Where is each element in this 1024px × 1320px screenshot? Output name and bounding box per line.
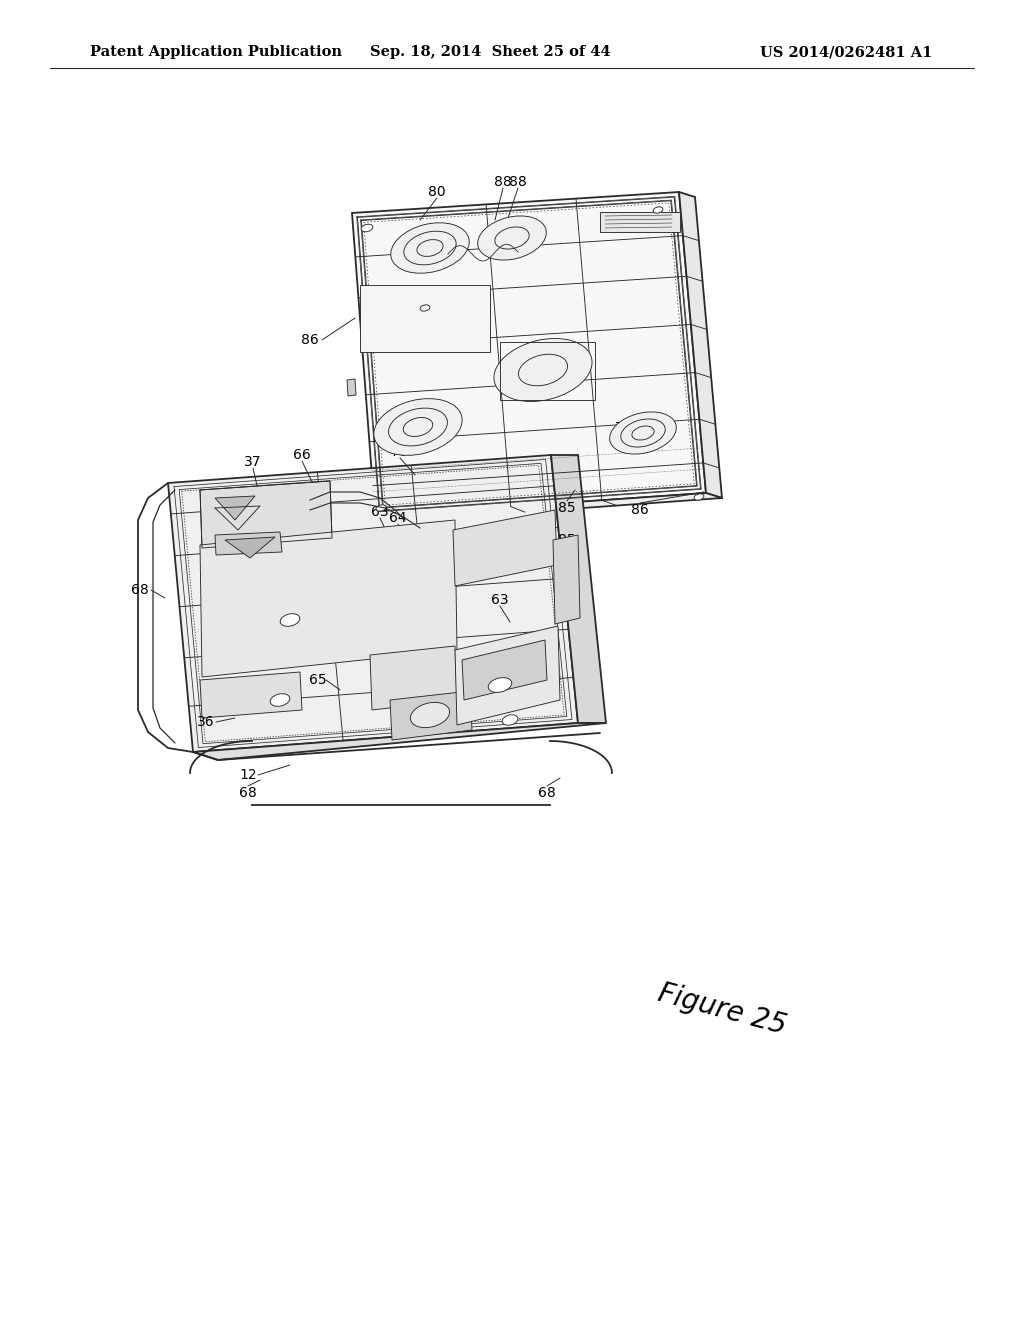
Text: 63: 63 bbox=[492, 593, 509, 607]
Text: Sep. 18, 2014  Sheet 25 of 44: Sep. 18, 2014 Sheet 25 of 44 bbox=[370, 45, 610, 59]
Polygon shape bbox=[347, 379, 356, 396]
Text: 63: 63 bbox=[371, 506, 389, 519]
Ellipse shape bbox=[653, 207, 663, 213]
Text: 70: 70 bbox=[391, 445, 409, 459]
Text: 86: 86 bbox=[301, 333, 318, 347]
Text: 64: 64 bbox=[389, 511, 407, 525]
Text: 88: 88 bbox=[509, 176, 527, 189]
Polygon shape bbox=[200, 672, 302, 718]
Text: 70: 70 bbox=[615, 421, 633, 436]
Polygon shape bbox=[215, 532, 282, 554]
Text: 68: 68 bbox=[240, 785, 257, 800]
Polygon shape bbox=[200, 520, 457, 677]
Polygon shape bbox=[375, 492, 722, 521]
Text: 80: 80 bbox=[428, 185, 445, 199]
Bar bbox=[500, 342, 595, 400]
Ellipse shape bbox=[411, 702, 450, 727]
Polygon shape bbox=[679, 191, 722, 498]
Text: 66: 66 bbox=[293, 447, 311, 462]
Text: 12: 12 bbox=[240, 768, 257, 781]
Text: 68: 68 bbox=[131, 583, 148, 597]
Text: 85: 85 bbox=[558, 533, 575, 546]
Polygon shape bbox=[215, 496, 255, 520]
Polygon shape bbox=[551, 455, 606, 723]
Text: 37: 37 bbox=[245, 455, 262, 469]
Ellipse shape bbox=[376, 504, 386, 511]
Polygon shape bbox=[453, 510, 557, 586]
Polygon shape bbox=[200, 480, 332, 548]
Ellipse shape bbox=[270, 694, 290, 706]
Bar bbox=[600, 213, 680, 232]
Ellipse shape bbox=[488, 677, 512, 693]
Text: 70: 70 bbox=[532, 358, 550, 372]
Text: 85: 85 bbox=[558, 502, 575, 515]
Ellipse shape bbox=[609, 412, 676, 454]
Text: Patent Application Publication: Patent Application Publication bbox=[90, 45, 342, 59]
Bar bbox=[360, 285, 490, 352]
Ellipse shape bbox=[391, 223, 469, 273]
Text: 65: 65 bbox=[309, 673, 327, 686]
Text: 86: 86 bbox=[631, 503, 649, 517]
Polygon shape bbox=[462, 640, 547, 700]
Text: Figure 25: Figure 25 bbox=[655, 979, 790, 1040]
Polygon shape bbox=[455, 626, 560, 725]
Polygon shape bbox=[352, 191, 706, 516]
Text: 36: 36 bbox=[198, 715, 215, 729]
Polygon shape bbox=[193, 723, 606, 760]
Ellipse shape bbox=[694, 494, 703, 500]
Ellipse shape bbox=[502, 714, 518, 725]
Text: 68: 68 bbox=[539, 785, 556, 800]
Polygon shape bbox=[390, 690, 472, 741]
Text: 88: 88 bbox=[495, 176, 512, 189]
Ellipse shape bbox=[494, 338, 592, 401]
Polygon shape bbox=[168, 455, 578, 752]
Polygon shape bbox=[370, 645, 457, 710]
Ellipse shape bbox=[374, 399, 462, 455]
Ellipse shape bbox=[281, 614, 300, 626]
Ellipse shape bbox=[477, 216, 547, 260]
Ellipse shape bbox=[361, 224, 373, 232]
Polygon shape bbox=[553, 535, 580, 624]
Text: US 2014/0262481 A1: US 2014/0262481 A1 bbox=[760, 45, 933, 59]
Polygon shape bbox=[225, 537, 275, 558]
